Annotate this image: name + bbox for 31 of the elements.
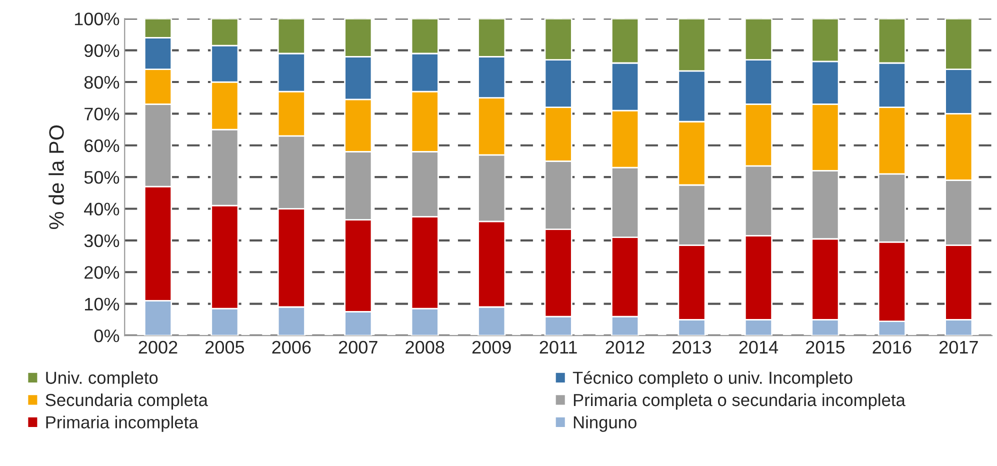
y-tick-label: 30%	[84, 234, 120, 248]
x-tick-label: 2006	[272, 340, 311, 354]
legend-label: Univ. completo	[46, 371, 158, 388]
x-tick-label: 2017	[939, 340, 978, 354]
y-tick-label: 90%	[84, 44, 120, 58]
y-tick-label: 10%	[85, 298, 120, 311]
legend-label: Primaria incompleta	[46, 416, 198, 432]
y-tick-label: 80%	[84, 76, 120, 89]
y-tick-label: 60%	[84, 139, 120, 152]
y-tick-label: 100%	[74, 12, 120, 26]
x-tick-label: 2013	[672, 340, 712, 354]
legend-label: Ninguno	[574, 416, 636, 432]
y-axis-title: % de la PO	[48, 125, 64, 230]
x-tick-label: 2012	[606, 340, 644, 354]
legend-label: Técnico completo o univ. Incompleto	[572, 370, 852, 388]
y-tick-label: 40%	[84, 202, 120, 216]
x-tick-label: 2014	[739, 340, 778, 354]
y-tick-label: 20%	[84, 266, 120, 279]
y-tick-label: 50%	[84, 171, 120, 184]
y-tick-label: 70%	[84, 108, 120, 120]
x-tick-label: 2005	[206, 340, 244, 354]
x-tick-label: 2011	[540, 340, 577, 354]
x-tick-label: 2016	[872, 340, 912, 354]
legend-label: Primaria completa o secundaria incompleta	[574, 393, 906, 410]
y-tick-label: 0%	[94, 329, 120, 342]
x-tick-label: 2015	[806, 340, 845, 354]
x-tick-label: 2009	[472, 340, 511, 354]
x-tick-label: 2007	[338, 340, 378, 354]
legend-label: Secundaria completa	[46, 393, 208, 410]
x-tick-label: 2008	[406, 340, 444, 354]
x-tick-label: 2002	[138, 340, 178, 354]
